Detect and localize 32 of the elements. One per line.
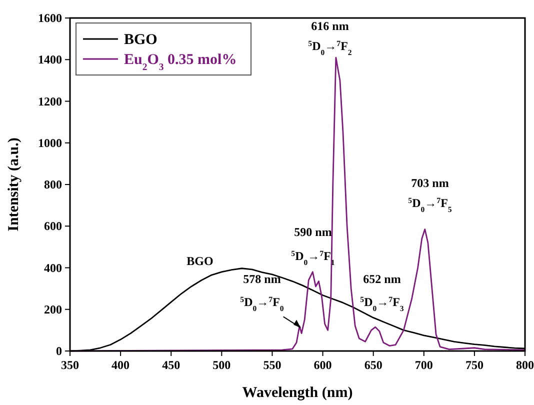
x-tick-label: 750 [465,358,484,372]
annotation: 578 nm [243,272,281,286]
x-tick-label: 350 [61,358,79,372]
annotation: $^{5}$D$_{0}$→$^{7}$F$_{3}$ [360,294,404,312]
x-tick-label: 800 [516,358,534,372]
y-tick-label: 1000 [38,136,62,150]
annotation: BGO [186,254,214,268]
legend-label: BGO [124,32,158,48]
annotation: $^{5}$D$_{0}$→$^{7}$F$_{0}$ [240,294,284,312]
y-tick-label: 400 [44,260,62,275]
y-tick-label: 600 [44,219,62,234]
y-tick-label: 1600 [38,11,62,25]
legend-label: Eu$_{2}$O$_{3}$ 0.35 mol% [124,52,237,72]
y-tick-label: 0 [56,344,62,358]
x-tick-label: 550 [263,358,282,372]
annotation: 703 nm [411,176,449,190]
x-tick-label: 700 [414,358,433,372]
x-tick-label: 400 [112,358,130,372]
annotation: 652 nm [363,272,401,286]
x-tick-label: 600 [314,358,332,372]
y-tick-label: 800 [44,178,62,192]
annotation: $^{5}$D$_{0}$→$^{7}$F$_{2}$ [308,38,352,56]
annotation: $^{5}$D$_{0}$→$^{7}$F$_{5}$ [408,196,452,214]
x-axis-title: Wavelength (nm) [242,385,353,401]
x-tick-label: 500 [212,358,231,372]
annotation: 616 nm [311,19,349,33]
x-tick-label: 650 [364,358,382,372]
y-axis-title: Intensity (a.u.) [6,138,22,232]
y-tick-label: 200 [44,302,62,316]
y-tick-label: 1200 [38,94,62,108]
y-tick-label: 1400 [38,52,62,67]
x-tick-label: 450 [162,358,180,372]
